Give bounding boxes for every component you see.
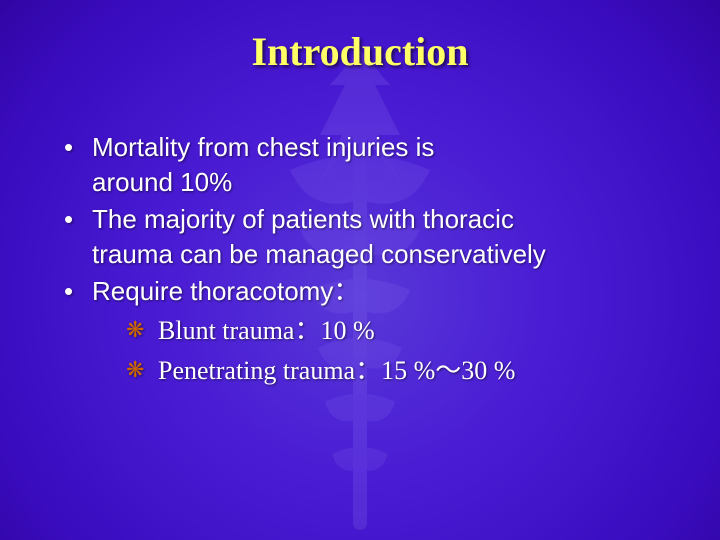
sub-bullet-item: ❋ Blunt trauma：10 %	[126, 313, 690, 348]
sub-bullet-group: ❋ Blunt trauma：10 % ❋ Penetrating trauma…	[64, 313, 690, 387]
bullet-line: Require thoracotomy：	[92, 276, 359, 306]
slide-body: • Mortality from chest injuries is aroun…	[64, 130, 690, 388]
asterisk-icon: ❋	[126, 313, 158, 346]
sub-bullet-text: Penetrating trauma：15 %～30 %	[158, 353, 690, 388]
bullet-line: Mortality from chest injuries is	[92, 132, 434, 162]
sub-bullet-item: ❋ Penetrating trauma：15 %～30 %	[126, 353, 690, 388]
bullet-item: • Mortality from chest injuries is aroun…	[64, 130, 690, 200]
bullet-marker: •	[64, 274, 92, 309]
bullet-text: Require thoracotomy：	[92, 274, 690, 309]
slide-title: Introduction	[0, 28, 720, 75]
slide: Introduction • Mortality from chest inju…	[0, 0, 720, 540]
sub-bullet-text: Blunt trauma：10 %	[158, 313, 690, 348]
asterisk-icon: ❋	[126, 353, 158, 386]
bullet-marker: •	[64, 202, 92, 237]
bullet-line: around 10%	[92, 167, 232, 197]
bullet-line: trauma can be managed conservatively	[92, 239, 546, 269]
bullet-item: • Require thoracotomy：	[64, 274, 690, 309]
bullet-text: The majority of patients with thoracic t…	[92, 202, 690, 272]
bullet-item: • The majority of patients with thoracic…	[64, 202, 690, 272]
bullet-marker: •	[64, 130, 92, 165]
bullet-text: Mortality from chest injuries is around …	[92, 130, 690, 200]
bullet-line: The majority of patients with thoracic	[92, 204, 514, 234]
